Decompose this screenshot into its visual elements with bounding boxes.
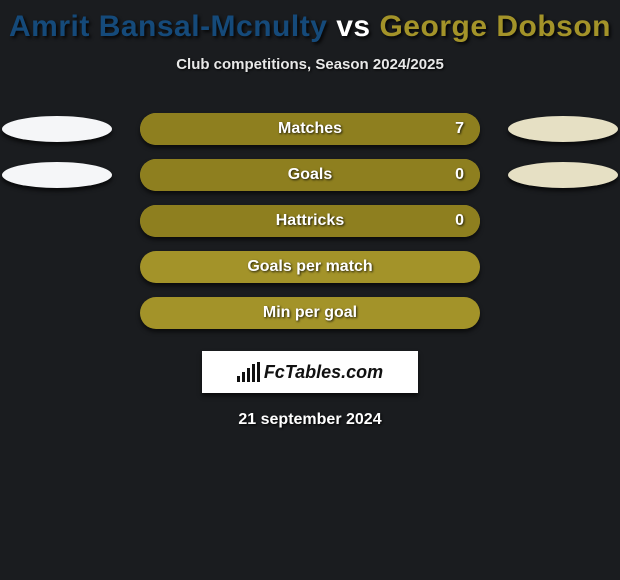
stat-row: Min per goal — [2, 297, 618, 329]
subtitle-text: Club competitions, Season 2024/2025 — [0, 56, 620, 73]
stat-bar: Min per goal — [140, 297, 480, 329]
player2-name: George Dobson — [379, 10, 611, 43]
stat-label: Min per goal — [140, 304, 480, 322]
stat-bar: Goals0 — [140, 159, 480, 191]
right-value-pill — [508, 116, 618, 142]
comparison-widget: Amrit Bansal-Mcnulty vs George Dobson Cl… — [0, 0, 620, 429]
stat-bar: Hattricks0 — [140, 205, 480, 237]
stat-label: Matches — [140, 120, 480, 138]
stat-bar: Matches7 — [140, 113, 480, 145]
stat-value-right: 7 — [455, 120, 464, 138]
stat-label: Hattricks — [140, 212, 480, 230]
stat-label: Goals per match — [140, 258, 480, 276]
brand-text: FcTables.com — [264, 362, 383, 383]
brand-badge[interactable]: FcTables.com — [202, 351, 418, 393]
bar-chart-icon — [237, 362, 260, 382]
stat-value-right: 0 — [455, 212, 464, 230]
right-value-pill — [508, 162, 618, 188]
left-value-pill — [2, 162, 112, 188]
stat-row: Goals0 — [2, 159, 618, 191]
vs-text: vs — [336, 10, 370, 43]
left-value-pill — [2, 116, 112, 142]
page-title: Amrit Bansal-Mcnulty vs George Dobson — [0, 10, 620, 44]
stat-row: Matches7 — [2, 113, 618, 145]
player1-name: Amrit Bansal-Mcnulty — [9, 10, 327, 43]
footer-date: 21 september 2024 — [0, 411, 620, 429]
stat-label: Goals — [140, 166, 480, 184]
stat-bar: Goals per match — [140, 251, 480, 283]
stat-rows: Matches7Goals0Hattricks0Goals per matchM… — [0, 113, 620, 329]
stat-value-right: 0 — [455, 166, 464, 184]
stat-row: Hattricks0 — [2, 205, 618, 237]
stat-row: Goals per match — [2, 251, 618, 283]
